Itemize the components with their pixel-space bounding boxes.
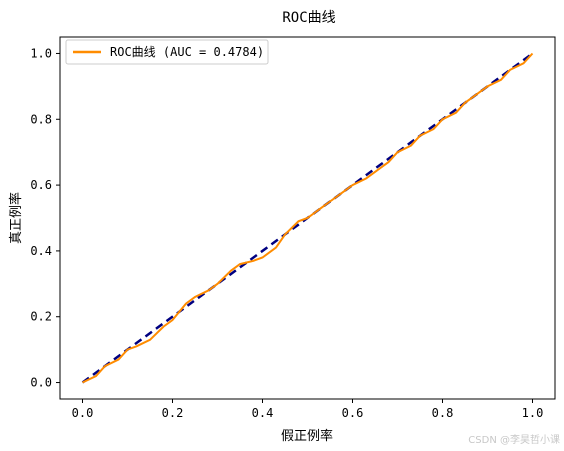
chart-title: ROC曲线 xyxy=(282,10,335,26)
x-tick-label: 0.2 xyxy=(162,406,184,420)
legend-box xyxy=(65,39,269,65)
legend-label: ROC曲线 (AUC = 0.4784) xyxy=(110,45,264,59)
x-axis: 0.0 0.2 0.4 0.6 0.8 1.0 xyxy=(72,399,544,420)
x-tick-label: 1.0 xyxy=(522,406,544,420)
x-tick-label: 0.6 xyxy=(342,406,364,420)
legend: ROC曲线 (AUC = 0.4784) xyxy=(65,39,269,65)
y-tick-label: 1.0 xyxy=(30,46,52,60)
x-axis-label: 假正例率 xyxy=(281,428,333,444)
series-layer xyxy=(81,52,534,384)
x-tick-label: 0.8 xyxy=(432,406,454,420)
y-axis: 0.0 0.2 0.4 0.6 0.8 1.0 xyxy=(30,46,60,390)
y-tick-label: 0.8 xyxy=(30,112,52,126)
plot-area xyxy=(59,36,556,400)
y-axis-label: 真正例率 xyxy=(8,192,24,244)
y-tick-label: 0.0 xyxy=(30,376,52,390)
y-tick-label: 0.4 xyxy=(30,244,52,258)
x-tick-label: 0.0 xyxy=(72,406,94,420)
watermark: CSDN @李昊哲小课 xyxy=(468,433,560,446)
y-tick-label: 0.2 xyxy=(30,310,52,324)
x-tick-label: 0.4 xyxy=(252,406,274,420)
roc-curve-line xyxy=(82,52,534,384)
y-tick-label: 0.6 xyxy=(30,178,52,192)
